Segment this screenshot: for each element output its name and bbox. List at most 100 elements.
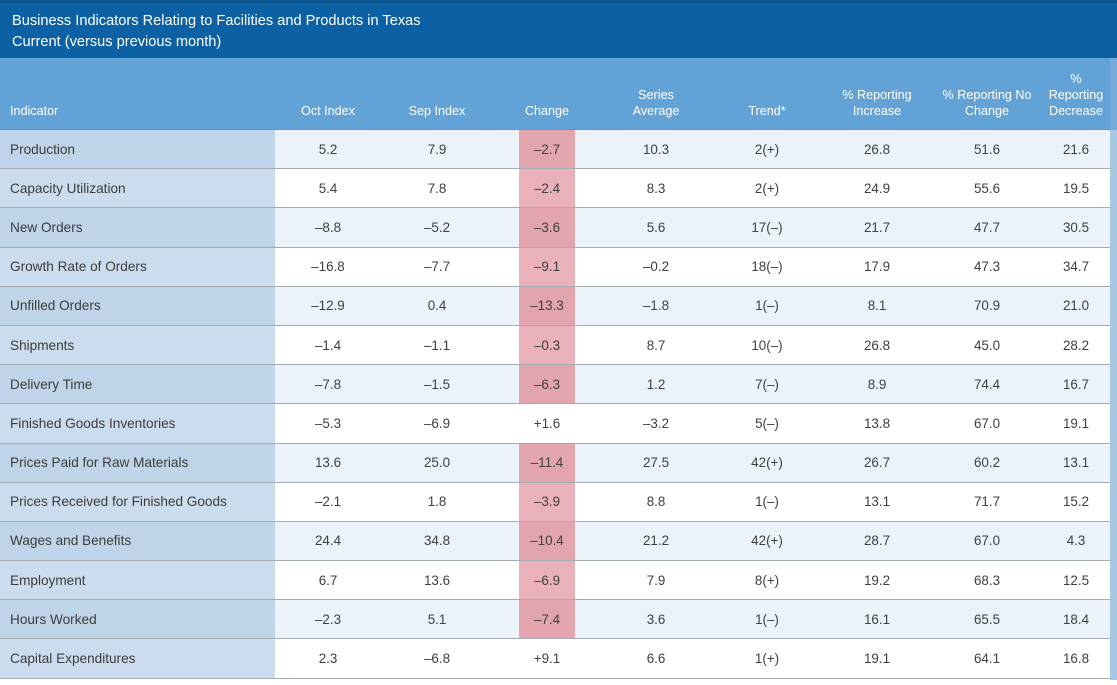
- spacer-cell: [493, 130, 519, 168]
- series-average-cell: –1.8: [642, 298, 670, 314]
- pct-reporting-no-change-cell: 67.0: [973, 533, 1001, 549]
- pct-reporting-decrease-cell: 4.3: [1066, 533, 1086, 549]
- table-row: Prices Received for Finished Goods –2.1 1.…: [0, 482, 1110, 522]
- change-cell: +9.1: [533, 651, 561, 667]
- spacer-cell: [575, 208, 600, 246]
- oct-index-cell: 5.2: [318, 141, 338, 157]
- spacer-cell: [493, 169, 519, 207]
- trend-cell: 2(+): [754, 141, 780, 157]
- spacer-cell: [493, 326, 519, 364]
- pct-reporting-decrease-cell: 21.0: [1062, 298, 1090, 314]
- sep-index-cell: –5.2: [423, 219, 451, 235]
- spacer-cell: [493, 561, 519, 599]
- trend-cell: 2(+): [754, 180, 780, 196]
- pct-reporting-no-change-cell: 64.1: [973, 651, 1001, 667]
- pct-reporting-decrease-cell: 30.5: [1062, 219, 1090, 235]
- table-row: New Orders –8.8 –5.2 –3.6 5.6 17(–) 21.7 47.7 30…: [0, 208, 1110, 248]
- spacer-cell: [575, 639, 600, 677]
- right-edge-strip-header: [1110, 58, 1117, 130]
- sep-index-cell: –1.1: [423, 337, 451, 353]
- oct-index-cell: –7.8: [314, 376, 342, 392]
- indicator-cell: Finished Goods Inventories: [0, 404, 275, 443]
- trend-cell: 7(–): [755, 376, 779, 392]
- sep-index-cell: 34.8: [423, 533, 451, 549]
- indicator-cell: Growth Rate of Orders: [0, 247, 275, 286]
- spacer-cell: [575, 326, 600, 364]
- oct-index-cell: 13.6: [314, 455, 342, 471]
- spacer-cell: [575, 248, 600, 286]
- table-subtitle: Current (versus previous month): [12, 34, 222, 50]
- table-row: Capacity Utilization 5.4 7.8 –2.4 8.3 2(+) 24.…: [0, 169, 1110, 209]
- pct-reporting-decrease-cell: 15.2: [1062, 494, 1090, 510]
- pct-reporting-increase-cell: 21.7: [863, 219, 891, 235]
- spacer-cell: [575, 287, 600, 325]
- change-cell: –3.9: [519, 482, 575, 521]
- table-title: Business Indicators Relating to Faciliti…: [12, 13, 421, 29]
- pct-reporting-increase-cell: 13.1: [863, 494, 891, 510]
- column-header-change: Change: [524, 104, 570, 118]
- oct-index-cell: –8.8: [314, 219, 342, 235]
- indicator-cell: Unfilled Orders: [0, 286, 275, 325]
- header-spacer: [575, 58, 600, 129]
- series-average-cell: 1.2: [646, 376, 666, 392]
- pct-reporting-no-change-cell: 60.2: [973, 455, 1001, 471]
- pct-reporting-decrease-cell: 34.7: [1062, 259, 1090, 275]
- trend-cell: 10(–): [751, 337, 783, 353]
- sep-index-cell: –6.9: [423, 415, 451, 431]
- spacer-cell: [575, 365, 600, 403]
- series-average-cell: 8.3: [646, 180, 666, 196]
- pct-reporting-decrease-cell: 16.8: [1062, 651, 1090, 667]
- pct-reporting-increase-cell: 26.7: [863, 455, 891, 471]
- trend-cell: 42(+): [751, 533, 783, 549]
- table-row: Employment 6.7 13.6 –6.9 7.9 8(+) 19.2 68.3 12.5: [0, 561, 1110, 601]
- table-row: Prices Paid for Raw Materials 13.6 25.0 –11…: [0, 443, 1110, 483]
- pct-reporting-increase-cell: 26.8: [863, 337, 891, 353]
- spacer-cell: [493, 444, 519, 482]
- spacer-cell: [493, 639, 519, 677]
- change-cell: –0.3: [519, 325, 575, 365]
- series-average-cell: –3.2: [642, 415, 670, 431]
- table-row: Unfilled Orders –12.9 0.4 –13.3 –1.8 1(–) 8.1 7…: [0, 286, 1110, 326]
- pct-reporting-no-change-cell: 55.6: [973, 180, 1001, 196]
- pct-reporting-decrease-cell: 28.2: [1062, 337, 1090, 353]
- indicator-cell: Delivery Time: [0, 365, 275, 404]
- sep-index-cell: 7.8: [427, 180, 447, 196]
- table-header-row: Indicator Oct Index Sep Index Change Ser…: [0, 58, 1110, 130]
- table-row: Production 5.2 7.9 –2.7 10.3 2(+) 26.8 51.6 21.6: [0, 130, 1110, 170]
- column-header-indicator: Indicator: [10, 104, 59, 118]
- oct-index-cell: –16.8: [311, 259, 345, 275]
- pct-reporting-increase-cell: 17.9: [863, 259, 891, 275]
- change-cell: –6.3: [519, 365, 575, 404]
- pct-reporting-no-change-cell: 51.6: [973, 141, 1001, 157]
- table-row: Finished Goods Inventories –5.3 –6.9 +1.6 –3…: [0, 404, 1110, 444]
- pct-reporting-increase-cell: 28.7: [863, 533, 891, 549]
- change-cell: –2.4: [519, 169, 575, 208]
- series-average-cell: 3.6: [646, 611, 666, 627]
- right-edge-strip: [1110, 58, 1117, 680]
- series-average-cell: 7.9: [646, 572, 666, 588]
- trend-cell: 5(–): [755, 415, 779, 431]
- spacer-cell: [493, 483, 519, 521]
- series-average-cell: 6.6: [646, 651, 666, 667]
- change-cell: +1.6: [533, 415, 561, 431]
- sep-index-cell: 0.4: [427, 298, 447, 314]
- indicator-cell: Prices Received for Finished Goods: [0, 482, 275, 521]
- table-row: Growth Rate of Orders –16.8 –7.7 –9.1 –0.2 18…: [0, 247, 1110, 287]
- oct-index-cell: –5.3: [314, 415, 342, 431]
- indicator-cell: Capital Expenditures: [0, 639, 275, 678]
- pct-reporting-no-change-cell: 74.4: [973, 376, 1001, 392]
- spacer-cell: [575, 444, 600, 482]
- oct-index-cell: –12.9: [311, 298, 345, 314]
- oct-index-cell: 24.4: [314, 533, 342, 549]
- change-cell: –7.4: [519, 600, 575, 639]
- table-row: Hours Worked –2.3 5.1 –7.4 3.6 1(–) 16.1 65.5 18…: [0, 600, 1110, 640]
- pct-reporting-increase-cell: 19.2: [863, 572, 891, 588]
- indicator-cell: Prices Paid for Raw Materials: [0, 443, 275, 482]
- spacer-cell: [493, 287, 519, 325]
- sep-index-cell: 25.0: [423, 455, 451, 471]
- pct-reporting-no-change-cell: 70.9: [973, 298, 1001, 314]
- change-cell: –3.6: [519, 208, 575, 247]
- pct-reporting-decrease-cell: 19.1: [1062, 415, 1090, 431]
- pct-reporting-no-change-cell: 65.5: [973, 611, 1001, 627]
